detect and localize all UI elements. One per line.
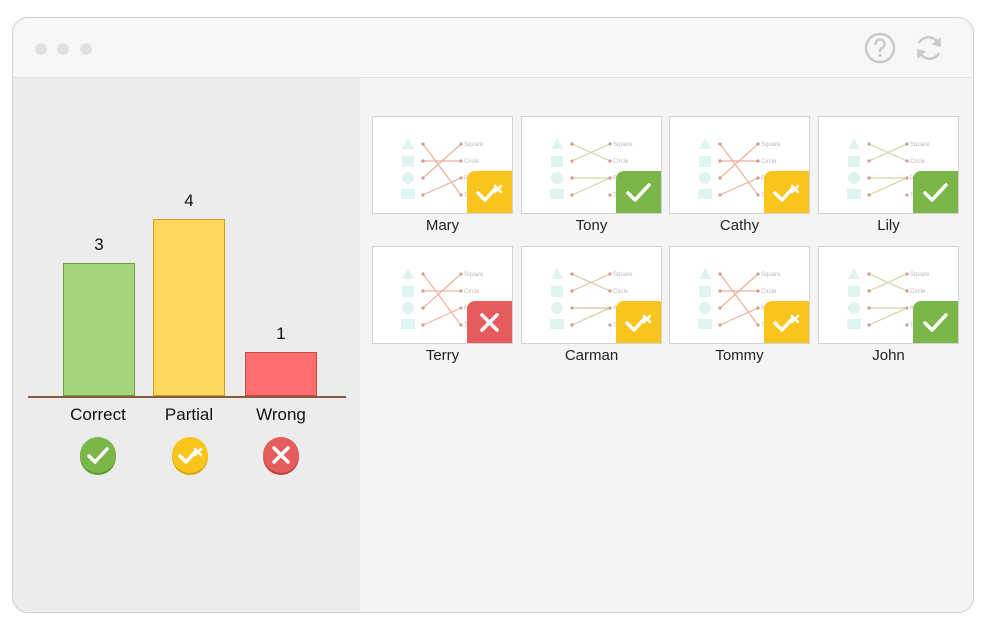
svg-text:Square: Square — [761, 142, 781, 148]
svg-text:Circle: Circle — [613, 159, 629, 165]
svg-text:T: T — [910, 323, 914, 329]
correct-check-icon — [913, 171, 958, 213]
correct-check-icon — [616, 171, 661, 213]
svg-text:R: R — [464, 176, 469, 182]
bar-value-correct: 3 — [94, 235, 104, 254]
svg-text:T: T — [464, 323, 468, 329]
student-card-cathy[interactable]: Square Circle R T — [669, 116, 810, 214]
student-name: Mary — [425, 217, 460, 234]
chart-baseline — [28, 396, 346, 398]
bar-value-partial: 4 — [184, 191, 194, 210]
svg-text:Circle: Circle — [910, 289, 926, 295]
svg-text:R: R — [613, 176, 618, 182]
student-name: Cathy — [719, 217, 760, 234]
svg-text:Circle: Circle — [910, 159, 926, 165]
student-card-terry[interactable]: Square Circle R T — [372, 246, 513, 344]
svg-text:Circle: Circle — [761, 159, 777, 165]
svg-text:Square: Square — [613, 142, 633, 148]
partial-check-icon — [616, 301, 661, 343]
wrong-x-icon — [263, 437, 299, 475]
svg-text:Circle: Circle — [761, 289, 777, 295]
app-window: 3 4 1 Correct Partial Wrong Square Circle R T… — [12, 17, 974, 613]
svg-text:Square: Square — [910, 272, 930, 278]
svg-text:R: R — [910, 176, 915, 182]
student-name: John — [872, 347, 905, 364]
student-card-carman[interactable]: Square Circle R T — [521, 246, 662, 344]
partial-check-icon — [764, 301, 809, 343]
wrong-x-icon — [467, 301, 512, 343]
svg-text:T: T — [464, 193, 468, 199]
student-name: Tony — [575, 217, 608, 234]
bar-value-wrong: 1 — [276, 324, 286, 343]
student-name: Carman — [564, 347, 619, 364]
results-chart-panel: 3 4 1 Correct Partial Wrong — [13, 78, 360, 612]
svg-text:Square: Square — [761, 272, 781, 278]
svg-text:R: R — [464, 306, 469, 312]
title-bar — [13, 18, 973, 78]
help-icon[interactable] — [863, 31, 897, 65]
window-dot-minimize[interactable] — [57, 43, 69, 55]
student-name: Lily — [877, 217, 900, 234]
student-submissions-grid: Square Circle R T Mary Square Circle R T Tony Squa… — [360, 78, 973, 612]
bar-correct — [63, 263, 135, 396]
svg-text:Square: Square — [910, 142, 930, 148]
svg-text:Square: Square — [613, 272, 633, 278]
svg-text:Circle: Circle — [464, 159, 480, 165]
category-label-wrong: Wrong — [256, 405, 306, 424]
svg-text:R: R — [761, 306, 766, 312]
student-card-tommy[interactable]: Square Circle R T — [669, 246, 810, 344]
student-card-lily[interactable]: Square Circle R T — [818, 116, 959, 214]
refresh-icon[interactable] — [912, 31, 946, 65]
svg-text:R: R — [761, 176, 766, 182]
partial-check-icon — [172, 437, 208, 475]
correct-check-icon — [913, 301, 958, 343]
svg-text:R: R — [613, 306, 618, 312]
svg-text:Circle: Circle — [613, 289, 629, 295]
svg-text:R: R — [910, 306, 915, 312]
svg-text:T: T — [613, 323, 617, 329]
category-label-partial: Partial — [164, 405, 214, 424]
student-card-mary[interactable]: Square Circle R T — [372, 116, 513, 214]
svg-text:T: T — [910, 193, 914, 199]
svg-text:Square: Square — [464, 272, 484, 278]
student-card-john[interactable]: Square Circle R T — [818, 246, 959, 344]
partial-check-icon — [467, 171, 512, 213]
svg-text:T: T — [761, 323, 765, 329]
student-card-tony[interactable]: Square Circle R T — [521, 116, 662, 214]
correct-check-icon — [80, 437, 116, 475]
window-dot-zoom[interactable] — [80, 43, 92, 55]
svg-text:Square: Square — [464, 142, 484, 148]
student-name: Tommy — [715, 347, 764, 364]
category-label-correct: Correct — [70, 405, 126, 424]
window-dot-close[interactable] — [35, 43, 47, 55]
partial-check-icon — [764, 171, 809, 213]
student-name: Terry — [425, 347, 460, 364]
svg-text:T: T — [761, 193, 765, 199]
svg-text:T: T — [613, 193, 617, 199]
bar-partial — [153, 219, 225, 396]
bar-wrong — [245, 352, 317, 396]
svg-text:Circle: Circle — [464, 289, 480, 295]
